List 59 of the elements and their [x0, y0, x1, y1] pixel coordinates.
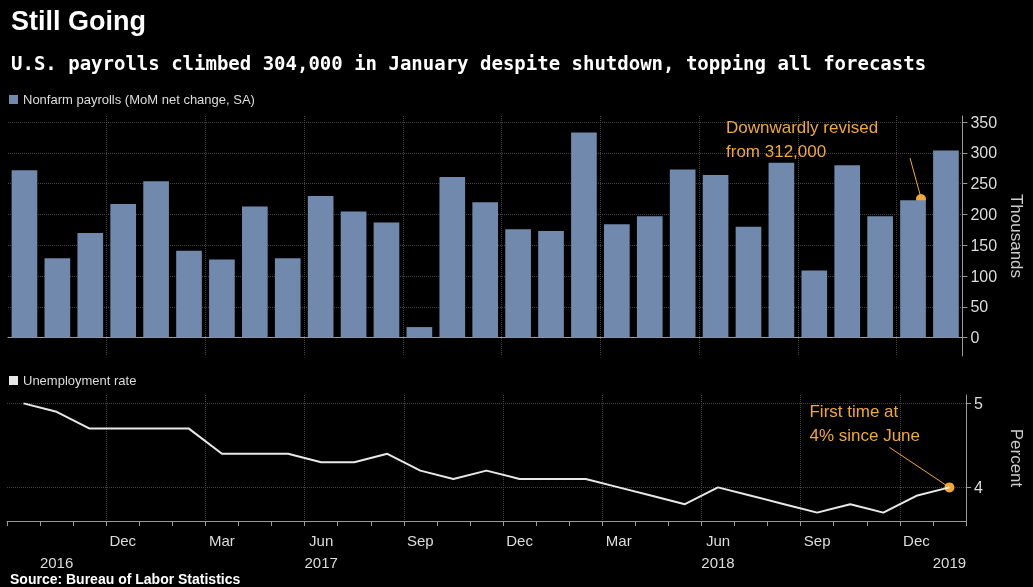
- y-axis-title: Percent: [1007, 428, 1026, 488]
- bar: [571, 132, 597, 338]
- bar: [274, 258, 301, 338]
- x-tick-label: Jun 2017: [304, 531, 338, 571]
- y-tick-label: 0: [970, 329, 980, 347]
- bar: [834, 165, 861, 338]
- source-note: Source: Bureau of Labor Statistics: [10, 571, 241, 587]
- bar: [406, 327, 433, 338]
- chart-subtitle: U.S. payrolls climbed 304,000 in January despite shutdown, topping all forecasts: [11, 51, 927, 74]
- legend-label: Unemployment rate: [23, 373, 137, 388]
- chart-title: Still Going: [11, 5, 146, 36]
- y-tick-label: 50: [970, 298, 989, 316]
- annotation: Downwardly revised from 312,000: [726, 117, 879, 161]
- x-tick-label: Mar: [605, 531, 632, 549]
- y-tick-label: 5: [974, 394, 983, 412]
- x-tick-label: Sep: [803, 531, 831, 549]
- bar: [801, 270, 828, 338]
- bar: [373, 222, 400, 338]
- bar: [933, 150, 959, 338]
- y-tick-label: 150: [970, 236, 998, 254]
- bar: [702, 175, 729, 338]
- bar: [77, 232, 104, 338]
- bar: [439, 176, 466, 338]
- bar: [472, 202, 499, 338]
- bar: [604, 224, 630, 338]
- x-tick-label: 2016: [39, 553, 74, 571]
- annotation: First time at 4% since June: [809, 401, 921, 445]
- bar: [505, 229, 531, 338]
- bar: [209, 259, 235, 338]
- x-tick-label: Dec: [506, 531, 534, 549]
- bar: [11, 170, 38, 338]
- bar: [538, 231, 564, 338]
- bar: [307, 196, 334, 338]
- bar: [636, 216, 663, 338]
- y-tick-label: 200: [970, 205, 998, 223]
- bar: [44, 258, 71, 338]
- bar: [867, 216, 893, 338]
- bar: [669, 169, 696, 338]
- y-tick-label: 350: [970, 113, 998, 131]
- bar: [340, 211, 367, 338]
- bar: [768, 162, 795, 338]
- bar: [143, 181, 169, 338]
- x-tick-label: Dec: [903, 531, 931, 549]
- y-tick-label: 4: [974, 478, 983, 496]
- bar: [176, 250, 202, 338]
- x-tick-label: Dec: [109, 531, 137, 549]
- x-tick-label: Jun 2018: [701, 531, 735, 571]
- bar: [241, 206, 268, 338]
- x-tick-label: Sep: [407, 531, 434, 549]
- bar: [110, 204, 137, 338]
- y-tick-label: 250: [970, 175, 998, 193]
- bar: [900, 200, 926, 338]
- y-tick-label: 300: [970, 144, 998, 162]
- x-tick-label: 2019: [932, 553, 967, 571]
- y-axis-title: Thousands: [1007, 193, 1026, 279]
- y-tick-label: 100: [970, 267, 998, 285]
- x-tick-label: Mar: [209, 531, 235, 549]
- bar: [735, 226, 762, 338]
- legend-label: Nonfarm payrolls (MoM net change, SA): [23, 92, 255, 107]
